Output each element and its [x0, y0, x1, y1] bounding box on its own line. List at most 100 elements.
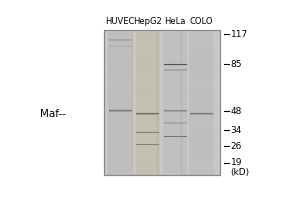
Bar — [164, 64, 187, 65]
Text: HeLa: HeLa — [164, 17, 186, 26]
Bar — [136, 95, 159, 97]
Bar — [109, 40, 131, 41]
Bar — [164, 95, 187, 97]
Bar — [109, 108, 131, 109]
Bar — [164, 111, 187, 112]
Bar — [164, 137, 187, 138]
Bar — [136, 134, 159, 136]
Bar — [190, 103, 213, 105]
Bar — [136, 86, 159, 88]
Bar — [109, 88, 131, 90]
Bar — [190, 42, 213, 44]
Bar — [136, 163, 159, 165]
Bar — [164, 35, 187, 37]
Bar — [136, 74, 159, 75]
Bar — [109, 76, 131, 78]
Bar — [164, 110, 187, 112]
Bar — [190, 132, 213, 134]
Bar — [136, 71, 159, 73]
Bar — [109, 108, 131, 109]
Bar — [109, 117, 131, 119]
Bar — [190, 161, 213, 163]
Bar — [190, 95, 213, 97]
Bar — [164, 52, 187, 54]
Bar — [164, 78, 187, 80]
Bar — [109, 95, 131, 97]
Bar — [190, 61, 213, 63]
Bar — [190, 127, 213, 129]
Bar — [190, 110, 213, 112]
Bar — [164, 112, 187, 114]
Bar — [164, 86, 187, 88]
Bar — [109, 32, 131, 34]
Bar — [109, 30, 131, 32]
Bar — [190, 171, 213, 172]
Bar — [136, 144, 159, 145]
Bar — [164, 161, 187, 163]
Bar — [136, 130, 159, 131]
Bar — [164, 122, 187, 123]
Bar — [164, 122, 187, 124]
Bar — [136, 91, 159, 92]
Bar — [190, 105, 213, 107]
Bar — [109, 44, 131, 46]
Bar — [190, 91, 213, 92]
Bar — [136, 154, 159, 156]
Bar — [136, 110, 159, 112]
Bar — [164, 134, 187, 136]
Bar — [164, 61, 187, 63]
Bar — [190, 159, 213, 160]
Bar — [164, 137, 187, 139]
Bar — [164, 66, 187, 67]
Bar — [136, 145, 159, 146]
Bar — [136, 115, 159, 117]
Bar — [190, 112, 213, 114]
Bar — [136, 54, 159, 56]
Bar — [136, 112, 159, 113]
Bar — [164, 68, 187, 69]
Bar — [109, 45, 131, 46]
Bar — [164, 91, 187, 92]
Bar — [136, 149, 159, 151]
Bar — [109, 110, 131, 111]
Text: 19: 19 — [230, 158, 242, 167]
Bar — [109, 161, 131, 163]
Bar — [136, 144, 159, 145]
Bar — [109, 112, 131, 114]
Bar — [190, 139, 213, 141]
Bar — [190, 115, 213, 116]
Bar — [190, 32, 213, 34]
Bar — [190, 57, 213, 58]
Bar — [136, 151, 159, 153]
Bar — [109, 35, 131, 37]
Bar — [164, 83, 187, 85]
Bar — [109, 54, 131, 56]
Bar — [109, 47, 131, 49]
Bar — [190, 81, 213, 83]
Bar — [109, 39, 131, 40]
Bar — [164, 136, 187, 137]
Bar — [136, 117, 159, 119]
Bar — [190, 156, 213, 158]
Bar — [164, 173, 187, 175]
Bar — [136, 112, 159, 114]
Bar — [164, 32, 187, 34]
Bar — [190, 76, 213, 78]
Bar — [109, 86, 131, 88]
Bar — [109, 74, 131, 75]
Bar — [164, 112, 187, 113]
Bar — [164, 74, 187, 75]
Bar — [164, 124, 187, 125]
Bar — [109, 156, 131, 158]
Bar — [109, 166, 131, 168]
Bar — [190, 64, 213, 66]
Bar — [136, 83, 159, 85]
Bar — [190, 111, 213, 112]
Bar — [109, 52, 131, 54]
Bar — [190, 173, 213, 175]
Bar — [190, 52, 213, 54]
Bar — [164, 137, 187, 138]
Bar — [164, 127, 187, 129]
Bar — [190, 168, 213, 170]
Bar — [190, 146, 213, 148]
